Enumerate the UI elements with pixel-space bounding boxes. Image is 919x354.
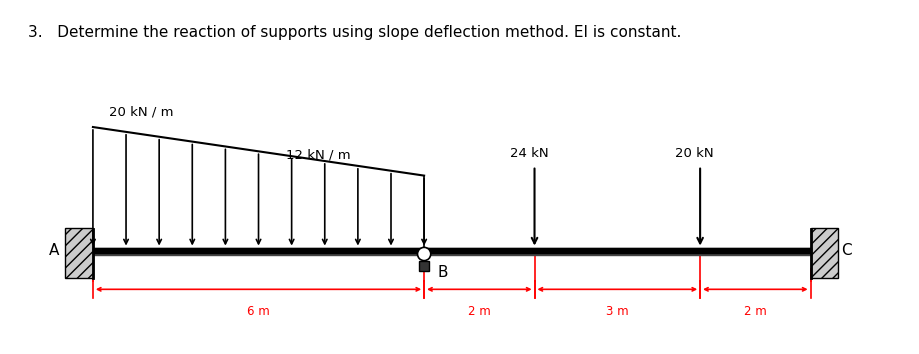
Text: 2 m: 2 m [468,305,490,318]
Text: C: C [840,243,851,258]
Bar [810,228,837,278]
Text: A: A [49,243,60,258]
Text: 6 m: 6 m [247,305,269,318]
Text: 3.   Determine the reaction of supports using slope deflection method. EI is con: 3. Determine the reaction of supports us… [28,25,680,40]
Text: 2 m: 2 m [743,305,766,318]
Bar [419,261,428,270]
Text: 12 kN / m: 12 kN / m [286,149,350,162]
Text: 24 kN: 24 kN [509,147,548,160]
Text: 20 kN: 20 kN [675,147,713,160]
Circle shape [417,247,430,261]
Bar [65,228,93,278]
Text: B: B [437,265,448,280]
Text: 3 m: 3 m [606,305,628,318]
Text: 20 kN / m: 20 kN / m [109,106,174,119]
